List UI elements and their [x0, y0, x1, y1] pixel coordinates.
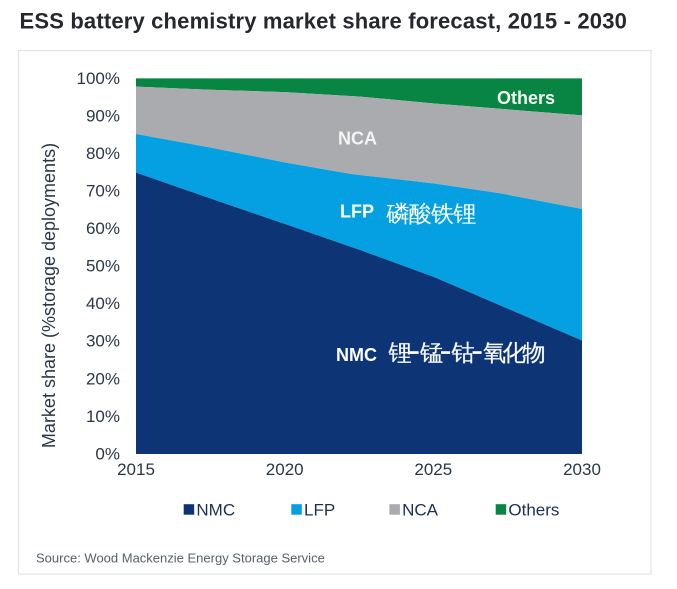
svg-text:LFP: LFP	[304, 500, 335, 519]
svg-text:20%: 20%	[86, 369, 120, 388]
svg-text:40%: 40%	[86, 294, 120, 313]
svg-text:100%: 100%	[77, 69, 120, 88]
svg-text:10%: 10%	[86, 407, 120, 426]
svg-text:NCA: NCA	[402, 500, 439, 519]
svg-text:LFP: LFP	[340, 202, 374, 222]
svg-text:NCA: NCA	[338, 129, 377, 149]
svg-text:30%: 30%	[86, 332, 120, 351]
svg-text:60%: 60%	[86, 219, 120, 238]
svg-text:Market share (%storage deploym: Market share (%storage deployments)	[39, 143, 59, 448]
svg-text:ESS battery chemistry market s: ESS battery chemistry market share forec…	[20, 9, 628, 34]
svg-text:Others: Others	[508, 500, 559, 519]
svg-text:Others: Others	[497, 88, 555, 108]
svg-text:70%: 70%	[86, 182, 120, 201]
svg-text:50%: 50%	[86, 257, 120, 276]
svg-text:2020: 2020	[266, 460, 304, 479]
svg-text:NMC: NMC	[336, 345, 377, 365]
svg-text:90%: 90%	[86, 106, 120, 125]
svg-text:80%: 80%	[86, 144, 120, 163]
svg-text:2025: 2025	[414, 460, 452, 479]
svg-text:2015: 2015	[117, 460, 155, 479]
svg-text:2030: 2030	[563, 460, 601, 479]
svg-text:NMC: NMC	[196, 500, 235, 519]
svg-text:Source: Wood Mackenzie Energy: Source: Wood Mackenzie Energy Storage Se…	[36, 551, 325, 566]
svg-text:0%: 0%	[95, 444, 120, 463]
